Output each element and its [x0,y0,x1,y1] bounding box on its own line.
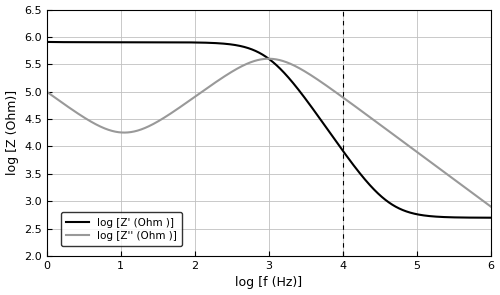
log [Z'' (Ohm )] [488,205,494,209]
log [Z'' (Ohm )] [94,123,100,127]
log [Z' (Ohm )] [479,216,485,219]
log [Z'' (Ohm )] [266,57,272,60]
log [Z'' (Ohm )] [432,163,438,167]
log [Z'' (Ohm )] [214,80,220,83]
Legend: log [Z' (Ohm )], log [Z'' (Ohm )]: log [Z' (Ohm )], log [Z'' (Ohm )] [61,212,182,246]
Line: log [Z' (Ohm )]: log [Z' (Ohm )] [46,42,491,218]
Y-axis label: log [Z (Ohm)]: log [Z (Ohm)] [6,90,18,175]
log [Z' (Ohm )] [120,40,126,44]
log [Z' (Ohm )] [234,43,239,47]
log [Z'' (Ohm )] [480,199,486,202]
log [Z' (Ohm )] [94,40,100,44]
log [Z' (Ohm )] [432,215,438,218]
log [Z'' (Ohm )] [120,131,126,134]
log [Z'' (Ohm )] [234,67,239,71]
log [Z' (Ohm )] [44,40,50,44]
log [Z' (Ohm )] [488,216,494,219]
log [Z' (Ohm )] [214,41,220,45]
X-axis label: log [f (Hz)]: log [f (Hz)] [236,276,302,289]
log [Z'' (Ohm )] [44,90,50,94]
Line: log [Z'' (Ohm )]: log [Z'' (Ohm )] [46,59,491,207]
